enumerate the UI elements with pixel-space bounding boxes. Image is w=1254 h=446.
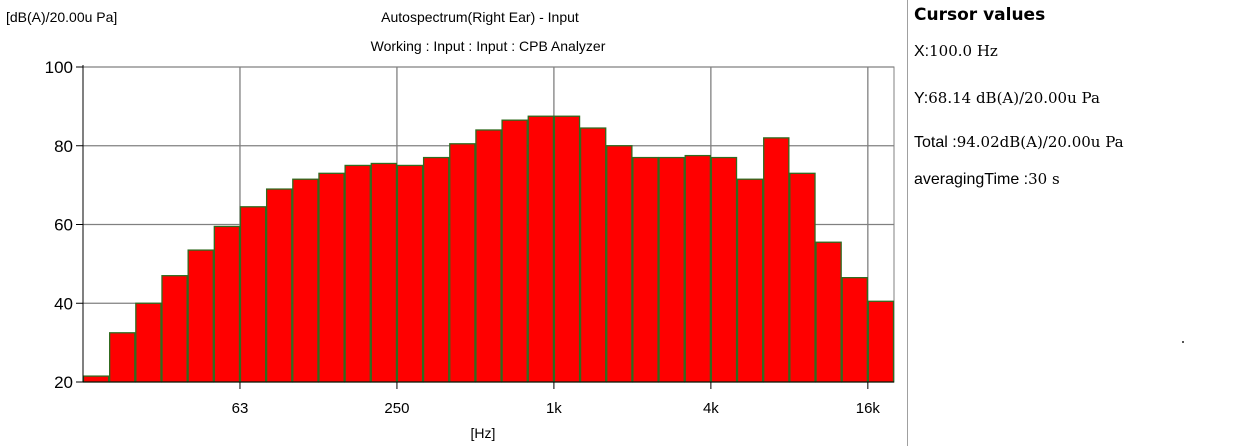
spectrum-bar[interactable] xyxy=(553,115,581,383)
spectrum-bar[interactable] xyxy=(396,164,424,383)
spectrum-bar[interactable] xyxy=(161,275,188,383)
y-tick-label: 20 xyxy=(54,373,73,392)
spectrum-bar[interactable] xyxy=(710,156,738,383)
cursor-y-value: 68.14 dB(A)/20.00u Pa xyxy=(928,89,1100,107)
chart-subtitle: Working : Input : Input : CPB Analyzer xyxy=(371,38,606,54)
spectrum-bar[interactable] xyxy=(867,300,895,383)
cursor-total-value: 94.02dB(A)/20.00u Pa xyxy=(956,133,1124,151)
spectrum-bar[interactable] xyxy=(815,241,842,383)
spectrum-bar[interactable] xyxy=(789,172,816,383)
y-tick-label: 40 xyxy=(54,294,73,313)
spectrum-bar[interactable] xyxy=(82,375,110,383)
cursor-values-title: Cursor values xyxy=(914,5,1046,25)
panel-divider xyxy=(907,0,908,446)
spectrum-bar[interactable] xyxy=(422,156,450,383)
cursor-total-row: Total :94.02dB(A)/20.00u Pa xyxy=(914,133,1124,152)
cursor-total-label: Total : xyxy=(914,134,957,151)
spectrum-bar[interactable] xyxy=(736,178,764,383)
cursor-avg-label: averagingTime : xyxy=(914,171,1029,188)
spectrum-bar[interactable] xyxy=(109,332,136,383)
spectrum-bar[interactable] xyxy=(658,156,685,383)
cursor-x-row: X:100.0 Hz xyxy=(914,42,998,61)
stray-dot xyxy=(1182,341,1184,343)
cursor-y-label: Y: xyxy=(914,90,929,107)
autospectrum-chart[interactable]: [dB(A)/20.00u Pa] Autospectrum(Right Ear… xyxy=(0,0,906,446)
y-axis-label: [dB(A)/20.00u Pa] xyxy=(6,9,117,25)
cursor-x-value: 100.0 Hz xyxy=(929,42,998,60)
spectrum-bar[interactable] xyxy=(841,277,868,383)
spectrum-bar[interactable] xyxy=(579,127,607,383)
y-tick-label: 100 xyxy=(45,58,73,77)
x-tick-label: 1k xyxy=(546,400,562,417)
spectrum-bar[interactable] xyxy=(763,137,790,383)
x-axis-label: [Hz] xyxy=(471,425,496,441)
spectrum-bar[interactable] xyxy=(187,249,214,383)
spectrum-bar[interactable] xyxy=(265,188,293,383)
x-tick-label: 63 xyxy=(232,400,249,417)
cursor-y-row: Y:68.14 dB(A)/20.00u Pa xyxy=(914,89,1100,108)
chart-panel: [dB(A)/20.00u Pa] Autospectrum(Right Ear… xyxy=(0,0,906,446)
cursor-avg-row: averagingTime :30 s xyxy=(914,170,1060,189)
spectrum-bar[interactable] xyxy=(606,145,633,383)
spectrum-bar[interactable] xyxy=(449,143,476,383)
spectrum-bar[interactable] xyxy=(213,225,241,383)
spectrum-bar[interactable] xyxy=(239,206,267,383)
spectrum-bar[interactable] xyxy=(475,129,502,383)
spectrum-bar[interactable] xyxy=(527,115,555,383)
x-tick-label: 250 xyxy=(384,400,409,417)
spectrum-bar[interactable] xyxy=(318,172,345,383)
spectrum-bar[interactable] xyxy=(292,178,319,383)
y-tick-label: 60 xyxy=(54,216,73,235)
y-tick-label: 80 xyxy=(54,137,73,156)
spectrum-bar[interactable] xyxy=(632,156,659,383)
x-tick-label: 4k xyxy=(703,400,719,417)
cursor-x-label: X: xyxy=(914,43,930,60)
spectrum-bar[interactable] xyxy=(501,119,528,383)
cursor-avg-value: 30 s xyxy=(1028,170,1060,188)
chart-title: Autospectrum(Right Ear) - Input xyxy=(381,9,579,25)
spectrum-bar[interactable] xyxy=(370,162,398,383)
cursor-values-panel: Cursor values X:100.0 Hz Y:68.14 dB(A)/2… xyxy=(910,0,1254,446)
x-tick-label: 16k xyxy=(856,400,881,417)
spectrum-bar[interactable] xyxy=(135,302,162,383)
spectrum-bar[interactable] xyxy=(344,164,371,383)
spectrum-bar[interactable] xyxy=(684,154,712,383)
